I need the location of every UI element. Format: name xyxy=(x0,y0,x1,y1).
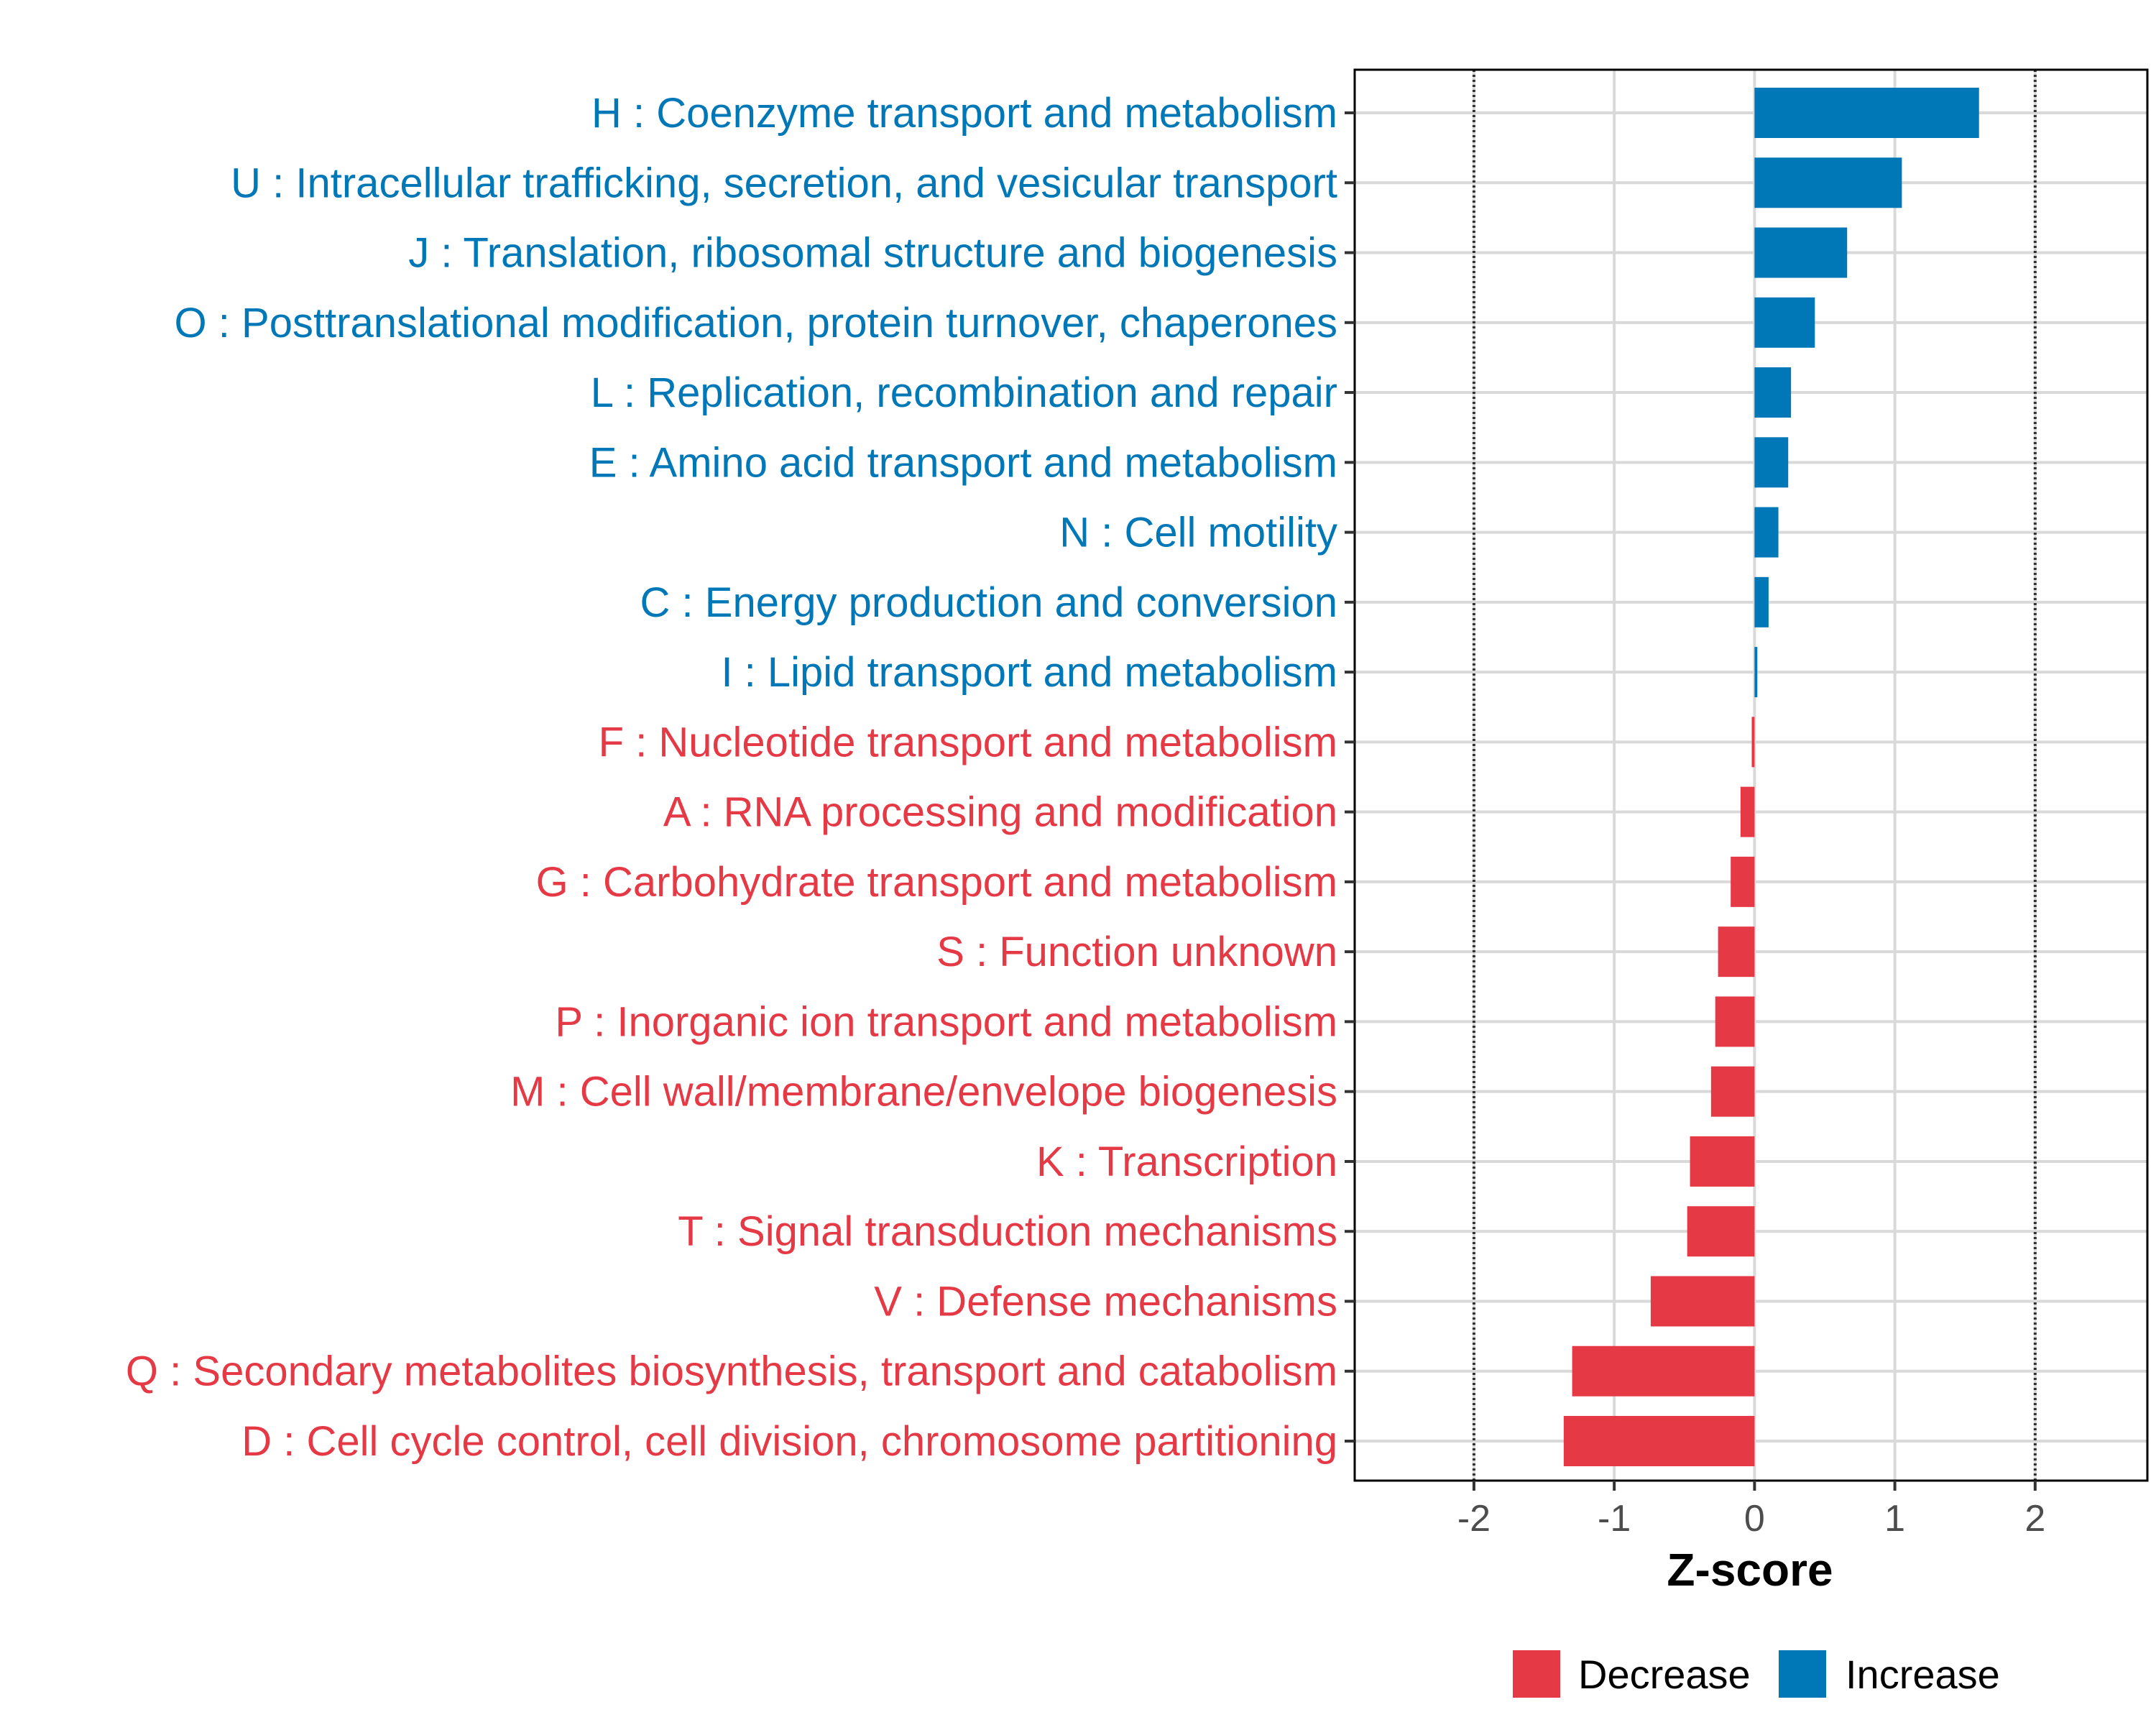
category-label-d: D : Cell cycle control, cell division, c… xyxy=(241,1418,1337,1465)
legend-swatch-increase xyxy=(1779,1650,1826,1698)
category-label-k: K : Transcription xyxy=(1036,1138,1337,1185)
plot-panel-border xyxy=(1353,68,2149,1482)
bar-n xyxy=(1754,507,1779,558)
category-label-o: O : Posttranslational modification, prot… xyxy=(175,300,1337,346)
bar-g xyxy=(1731,856,1755,907)
x-tick-label-1: -1 xyxy=(1598,1498,1631,1540)
bar-d xyxy=(1563,1416,1755,1466)
bar-f xyxy=(1751,717,1755,768)
legend-label-increase: Increase xyxy=(1846,1652,2000,1697)
category-label-p: P : Inorganic ion transport and metaboli… xyxy=(555,998,1337,1045)
legend-swatch-decrease xyxy=(1513,1650,1560,1698)
category-label-s: S : Function unknown xyxy=(936,929,1337,975)
category-label-f: F : Nucleotide transport and metabolism xyxy=(599,719,1337,765)
bars xyxy=(1563,88,1979,1466)
x-tick-label-0: 0 xyxy=(1744,1498,1765,1540)
x-tick-label-2: -2 xyxy=(1457,1498,1491,1540)
category-label-h: H : Coenzyme transport and metabolism xyxy=(591,90,1337,137)
category-label-m: M : Cell wall/membrane/envelope biogenes… xyxy=(510,1069,1337,1116)
category-label-c: C : Energy production and conversion xyxy=(640,579,1337,626)
category-label-q: Q : Secondary metabolites biosynthesis, … xyxy=(126,1348,1337,1395)
x-axis-ticks xyxy=(1472,1481,2037,1491)
x-axis-title: Z-score xyxy=(1667,1544,1833,1596)
bar-m xyxy=(1710,1066,1755,1117)
category-label-n: N : Cell motility xyxy=(1059,510,1337,556)
category-label-i: I : Lipid transport and metabolism xyxy=(721,649,1337,696)
bar-h xyxy=(1754,88,1979,138)
bar-l xyxy=(1754,367,1792,418)
legend: Decrease Increase xyxy=(1513,1650,2000,1698)
bar-p xyxy=(1715,996,1755,1047)
category-label-j: J : Translation, ribosomal structure and… xyxy=(408,230,1337,277)
bar-a xyxy=(1740,786,1755,837)
category-label-u: U : Intracellular trafficking, secretion… xyxy=(231,160,1337,206)
category-label-l: L : Replication, recombination and repai… xyxy=(591,369,1337,416)
category-label-a: A : RNA processing and modification xyxy=(663,789,1337,836)
bar-t xyxy=(1687,1206,1755,1257)
x-tick-label-2: 2 xyxy=(2024,1498,2045,1540)
category-label-e: E : Amino acid transport and metabolism xyxy=(589,439,1337,486)
bar-o xyxy=(1754,297,1815,348)
x-axis-labels: -2 -1 0 1 2 xyxy=(1457,1498,2045,1540)
y-axis-ticks xyxy=(1345,111,1355,1443)
y-axis-labels: H : Coenzyme transport and metabolism U :… xyxy=(126,90,1337,1465)
reference-lines xyxy=(1472,70,2037,1481)
legend-label-decrease: Decrease xyxy=(1578,1652,1751,1697)
bar-s xyxy=(1718,926,1755,978)
category-label-v: V : Defense mechanisms xyxy=(874,1278,1337,1325)
bar-k xyxy=(1690,1136,1755,1187)
category-label-t: T : Signal transduction mechanisms xyxy=(678,1208,1337,1255)
bar-v xyxy=(1650,1276,1755,1327)
bar-i xyxy=(1754,647,1758,698)
bar-j xyxy=(1754,227,1848,278)
bar-q xyxy=(1572,1346,1755,1397)
bar-e xyxy=(1754,437,1789,488)
category-label-g: G : Carbohydrate transport and metabolis… xyxy=(536,859,1337,906)
bar-c xyxy=(1754,576,1769,627)
bar-u xyxy=(1754,157,1902,208)
x-tick-label-1: 1 xyxy=(1884,1498,1905,1540)
